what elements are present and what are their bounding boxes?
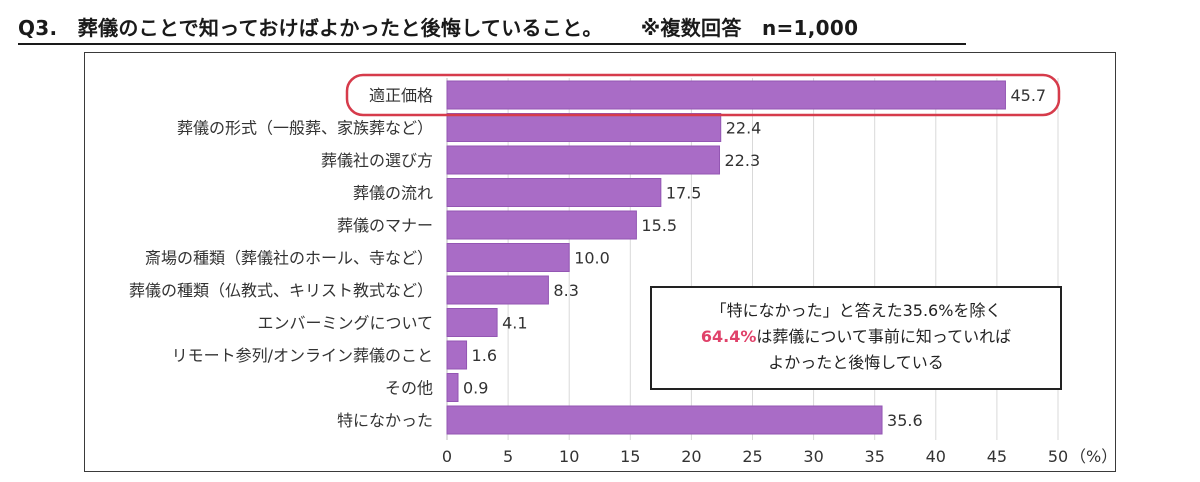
x-unit-label: （%）: [1070, 447, 1117, 466]
value-label: 45.7: [1010, 86, 1046, 105]
x-tick-label: 20: [681, 447, 701, 466]
bar: [446, 113, 722, 142]
category-label: エンバーミングについて: [257, 314, 433, 333]
category-label: 葬儀の流れ: [353, 184, 433, 203]
callout-line1: 「特になかった」と答えた35.6%を除く: [710, 301, 1002, 320]
value-label: 8.3: [553, 281, 578, 300]
callout-highlight: 64.4%: [700, 327, 757, 346]
x-tick-label: 35: [865, 447, 885, 466]
x-tick-label: 30: [803, 447, 823, 466]
value-label: 10.0: [574, 249, 610, 268]
category-label: 葬儀社の選び方: [321, 151, 433, 170]
bar: [446, 373, 459, 402]
bar: [446, 340, 468, 370]
value-label: 22.3: [725, 151, 761, 170]
question-text: Q3. 葬儀のことで知っておけばよかったと後悔していること。: [18, 16, 603, 40]
callout-line2: 64.4%は葬儀について事前に知っていれば: [652, 324, 1060, 350]
category-label: その他: [385, 379, 433, 398]
bar: [446, 243, 570, 272]
category-label: 特になかった: [337, 411, 433, 430]
value-label: 0.9: [463, 379, 488, 398]
bar: [446, 308, 498, 337]
question-heading: Q3. 葬儀のことで知っておけばよかったと後悔していること。 ※複数回答 n=1,…: [18, 12, 966, 45]
bar: [446, 178, 662, 207]
callout-box: 「特になかった」と答えた35.6%を除く 64.4%は葬儀について事前に知ってい…: [650, 286, 1062, 390]
callout-line3: よかったと後悔している: [768, 353, 944, 372]
category-label: リモート参列/オンライン葬儀のこと: [172, 346, 433, 365]
value-label: 35.6: [887, 411, 923, 430]
highlight-outline: [345, 73, 1061, 117]
value-label: 1.6: [472, 346, 497, 365]
value-label: 15.5: [641, 216, 677, 235]
x-tick-label: 25: [742, 447, 762, 466]
category-label: 葬儀のマナー: [337, 216, 433, 235]
bar: [446, 275, 549, 305]
x-tick-label: 0: [442, 447, 452, 466]
category-label: 葬儀の形式（一般葬、家族葬など）: [177, 119, 433, 138]
category-label: 斎場の種類（葬儀社のホール、寺など）: [145, 249, 433, 268]
x-tick-label: 45: [987, 447, 1007, 466]
bar: [446, 210, 637, 240]
bar: [446, 80, 1006, 110]
x-tick-label: 40: [926, 447, 946, 466]
callout-line2-text: は葬儀について事前に知っていれば: [756, 327, 1012, 346]
value-label: 17.5: [666, 184, 702, 203]
value-label: 22.4: [726, 119, 762, 138]
category-label: 適正価格: [369, 86, 433, 105]
response-note: ※複数回答 n=1,000: [640, 16, 859, 40]
x-tick-label: 50: [1048, 447, 1068, 466]
value-label: 4.1: [502, 314, 527, 333]
category-label: 葬儀の種類（仏教式、キリスト教式など）: [129, 281, 433, 300]
x-tick-label: 10: [559, 447, 579, 466]
x-tick-label: 15: [620, 447, 640, 466]
bar: [446, 145, 721, 175]
bar: [446, 405, 883, 435]
x-tick-label: 5: [503, 447, 513, 466]
